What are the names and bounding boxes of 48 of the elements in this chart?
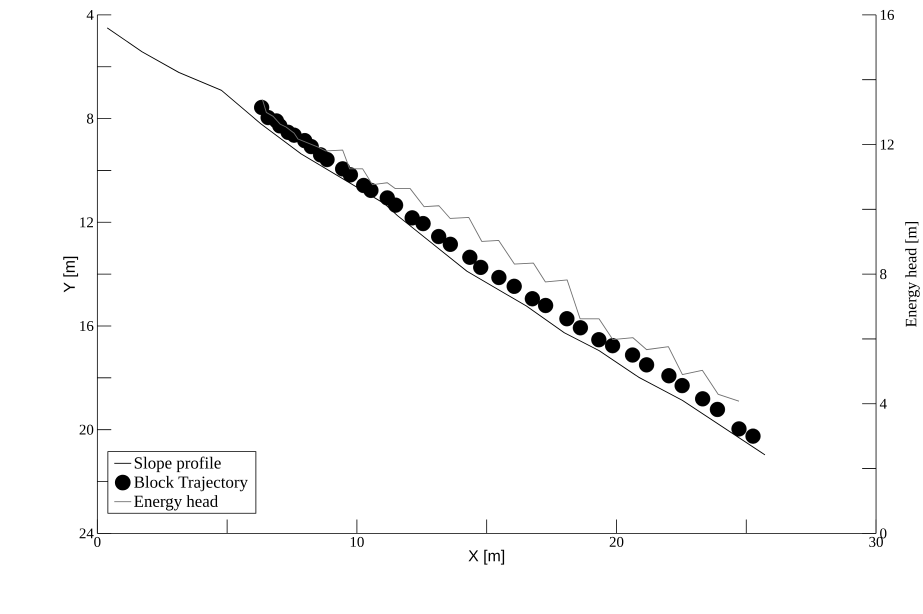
legend-label: Block Trajectory xyxy=(134,476,248,492)
point xyxy=(473,260,488,276)
y-tick-label: 8 xyxy=(86,114,94,124)
point xyxy=(731,421,747,437)
point xyxy=(591,332,606,348)
x-axis-title: X [m] xyxy=(468,550,504,565)
point xyxy=(415,216,431,232)
point xyxy=(710,402,726,418)
point xyxy=(506,278,522,294)
y2-axis-title: Energy head [m] xyxy=(905,222,920,328)
y2-tick-label: 12 xyxy=(880,140,894,150)
point xyxy=(572,320,588,336)
point xyxy=(661,368,677,384)
x-tick-label: 30 xyxy=(869,536,883,548)
point xyxy=(342,167,358,183)
x-tick-label: 0 xyxy=(94,536,101,548)
point xyxy=(431,228,446,244)
point xyxy=(363,182,379,198)
point xyxy=(745,428,761,444)
point xyxy=(319,152,335,168)
point xyxy=(462,250,478,266)
point xyxy=(491,270,507,286)
line-series xyxy=(106,28,766,456)
y-tick-label: 4 xyxy=(86,10,94,20)
point xyxy=(624,347,640,363)
point xyxy=(638,357,654,373)
y2-tick-label: 16 xyxy=(880,10,894,20)
x-tick-label: 20 xyxy=(610,536,624,548)
point xyxy=(538,298,554,314)
y-tick-label: 24 xyxy=(80,528,94,538)
legend-label: Energy head xyxy=(134,495,218,511)
point xyxy=(674,378,690,394)
y2-tick-label: 0 xyxy=(880,528,886,538)
point xyxy=(404,210,420,226)
point xyxy=(604,338,620,354)
y-tick-label: 20 xyxy=(80,424,94,435)
x-tick-label: 10 xyxy=(350,536,364,548)
y2-tick-label: 4 xyxy=(880,398,887,409)
y2-tick-label: 8 xyxy=(880,269,886,280)
y-tick-label: 16 xyxy=(80,321,94,332)
point xyxy=(388,198,404,213)
legend-label: Slope profile xyxy=(134,456,221,472)
point xyxy=(442,236,458,252)
y-axis-title: Y [m] xyxy=(63,256,78,292)
point xyxy=(524,291,540,306)
point xyxy=(695,391,710,407)
point xyxy=(559,311,575,326)
y-tick-label: 12 xyxy=(80,217,94,228)
